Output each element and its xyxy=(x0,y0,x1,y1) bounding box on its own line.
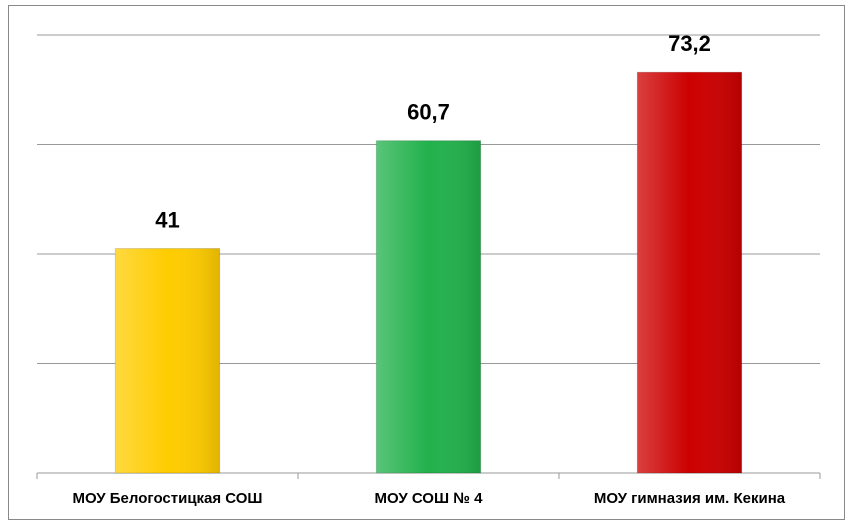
x-tick-label: МОУ Белогостицкая СОШ xyxy=(72,490,262,507)
data-label: 73,2 xyxy=(668,31,711,56)
bar-shine xyxy=(637,72,742,473)
data-label: 41 xyxy=(155,207,179,232)
data-label: 60,7 xyxy=(407,99,450,124)
x-tick-label: МОУ гимназия им. Кекина xyxy=(594,490,786,507)
x-tick-label: МОУ СОШ № 4 xyxy=(375,490,484,507)
bar-shine xyxy=(376,140,481,474)
bar-shine xyxy=(115,248,220,473)
